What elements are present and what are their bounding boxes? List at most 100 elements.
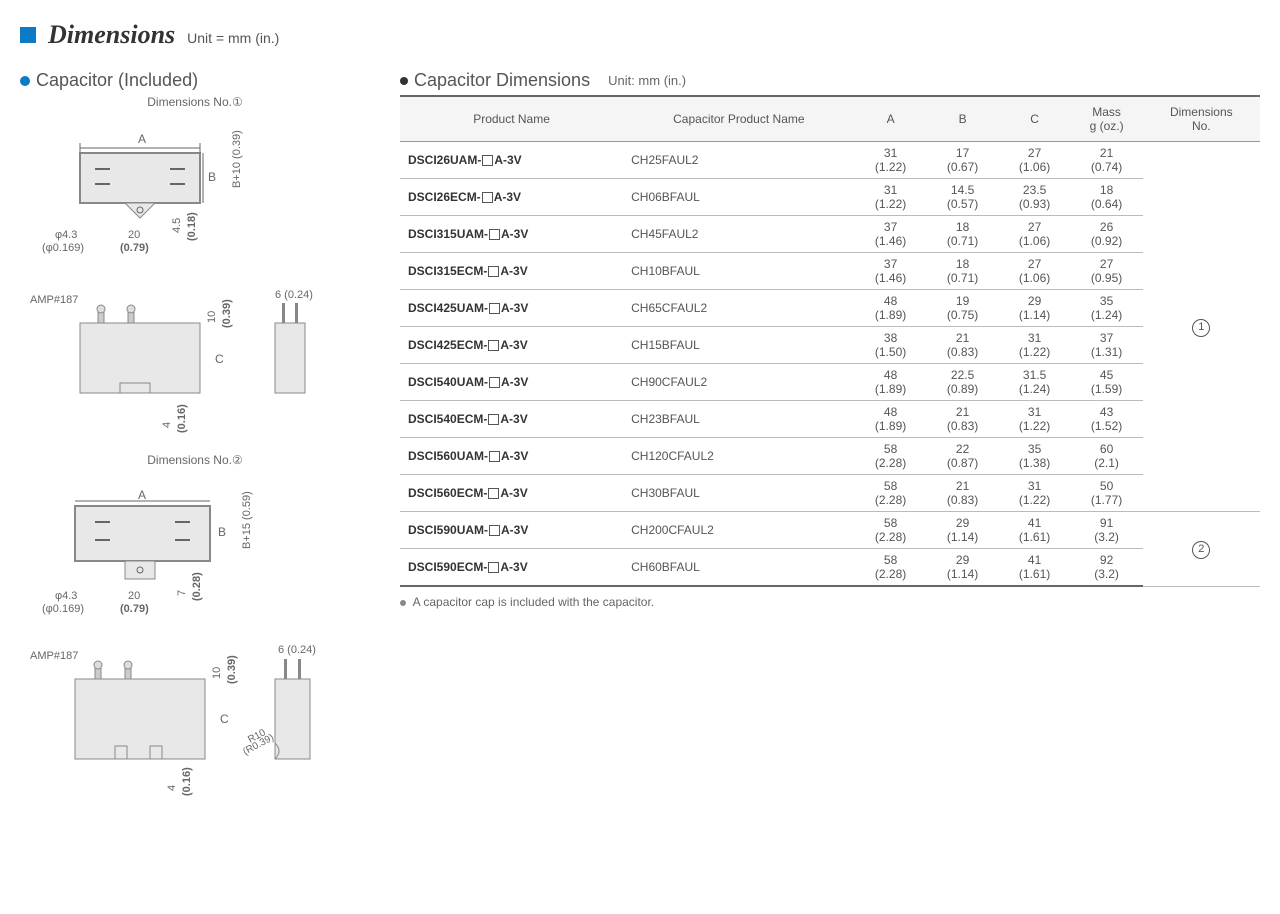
cell-a: 38(1.50) <box>855 327 927 364</box>
cell-cap: CH06BFAUL <box>623 179 854 216</box>
capacitor-dimensions-table: Product Name Capacitor Product Name A B … <box>400 95 1260 587</box>
cell-c: 31(1.22) <box>999 401 1071 438</box>
svg-text:B: B <box>218 525 226 539</box>
dim2-label: Dimensions No.② <box>20 453 370 467</box>
drawing-2-top: A B B+15 (0.59) φ4.3 (φ0.169) 20 (0.79) … <box>20 471 340 621</box>
cell-a: 58(2.28) <box>855 549 927 587</box>
cell-product: DSCI540ECM-A-3V <box>400 401 623 438</box>
svg-text:AMP#187: AMP#187 <box>30 650 78 662</box>
cell-mass: 91(3.2) <box>1071 512 1143 549</box>
svg-text:(φ0.169): (φ0.169) <box>42 242 84 254</box>
cell-cap: CH120CFAUL2 <box>623 438 854 475</box>
cell-b: 29(1.14) <box>927 512 999 549</box>
svg-text:(0.16): (0.16) <box>181 767 193 796</box>
cell-c: 35(1.38) <box>999 438 1071 475</box>
svg-text:B+15 (0.59): B+15 (0.59) <box>241 491 253 549</box>
cell-a: 58(2.28) <box>855 475 927 512</box>
table-row: DSCI590UAM-A-3V CH200CFAUL2 58(2.28) 29(… <box>400 512 1260 549</box>
svg-text:20: 20 <box>128 590 140 602</box>
cell-c: 31.5(1.24) <box>999 364 1071 401</box>
right-column: Capacitor Dimensions Unit: mm (in.) Prod… <box>400 70 1260 821</box>
svg-text:10: 10 <box>211 667 223 679</box>
cell-mass: 35(1.24) <box>1071 290 1143 327</box>
blue-bullet-icon <box>20 76 30 86</box>
cell-c: 23.5(0.93) <box>999 179 1071 216</box>
cell-b: 22(0.87) <box>927 438 999 475</box>
cell-c: 29(1.14) <box>999 290 1071 327</box>
table-row: DSCI26UAM-A-3V CH25FAUL2 31(1.22) 17(0.6… <box>400 142 1260 179</box>
svg-text:(0.16): (0.16) <box>176 404 188 433</box>
cell-dim-no: 1 <box>1143 142 1260 512</box>
cell-mass: 50(1.77) <box>1071 475 1143 512</box>
left-column: Capacitor (Included) Dimensions No.① A B… <box>20 70 370 821</box>
table-row: DSCI26ECM-A-3V CH06BFAUL 31(1.22) 14.5(0… <box>400 179 1260 216</box>
cell-mass: 18(0.64) <box>1071 179 1143 216</box>
dim1-label: Dimensions No.① <box>20 95 370 109</box>
drawing-2-side: AMP#187 10 (0.39) C 6 (0.24) R10 (R0.39)… <box>20 631 340 811</box>
col-dim-no: DimensionsNo. <box>1143 96 1260 142</box>
cell-mass: 92(3.2) <box>1071 549 1143 587</box>
cell-b: 18(0.71) <box>927 253 999 290</box>
cell-cap: CH90CFAUL2 <box>623 364 854 401</box>
cell-a: 31(1.22) <box>855 179 927 216</box>
cell-a: 48(1.89) <box>855 364 927 401</box>
cell-b: 29(1.14) <box>927 549 999 587</box>
cell-cap: CH23BFAUL <box>623 401 854 438</box>
cell-mass: 26(0.92) <box>1071 216 1143 253</box>
cell-cap: CH25FAUL2 <box>623 142 854 179</box>
svg-text:6 (0.24): 6 (0.24) <box>275 289 313 301</box>
svg-text:4: 4 <box>166 785 178 791</box>
cell-b: 22.5(0.89) <box>927 364 999 401</box>
col-product: Product Name <box>400 96 623 142</box>
cell-mass: 27(0.95) <box>1071 253 1143 290</box>
table-header-row: Product Name Capacitor Product Name A B … <box>400 96 1260 142</box>
note-text: A capacitor cap is included with the cap… <box>413 595 654 609</box>
table-row: DSCI540UAM-A-3V CH90CFAUL2 48(1.89) 22.5… <box>400 364 1260 401</box>
cell-product: DSCI26ECM-A-3V <box>400 179 623 216</box>
cell-b: 21(0.83) <box>927 475 999 512</box>
table-row: DSCI315UAM-A-3V CH45FAUL2 37(1.46) 18(0.… <box>400 216 1260 253</box>
svg-text:(0.18): (0.18) <box>186 212 198 241</box>
cell-product: DSCI315ECM-A-3V <box>400 253 623 290</box>
table-row: DSCI560UAM-A-3V CH120CFAUL2 58(2.28) 22(… <box>400 438 1260 475</box>
cell-c: 31(1.22) <box>999 327 1071 364</box>
cell-c: 27(1.06) <box>999 142 1071 179</box>
svg-text:φ4.3: φ4.3 <box>55 590 77 602</box>
cell-cap: CH60BFAUL <box>623 549 854 587</box>
cell-product: DSCI315UAM-A-3V <box>400 216 623 253</box>
cell-cap: CH30BFAUL <box>623 475 854 512</box>
col-mass: Massg (oz.) <box>1071 96 1143 142</box>
cap-dim-title: Capacitor Dimensions <box>414 70 590 91</box>
cell-cap: CH10BFAUL <box>623 253 854 290</box>
svg-text:(φ0.169): (φ0.169) <box>42 603 84 615</box>
table-row: DSCI560ECM-A-3V CH30BFAUL 58(2.28) 21(0.… <box>400 475 1260 512</box>
svg-text:A: A <box>138 132 146 146</box>
page-title: Dimensions <box>48 20 175 50</box>
table-row: DSCI590ECM-A-3V CH60BFAUL 58(2.28) 29(1.… <box>400 549 1260 587</box>
col-cap-product: Capacitor Product Name <box>623 96 854 142</box>
table-row: DSCI315ECM-A-3V CH10BFAUL 37(1.46) 18(0.… <box>400 253 1260 290</box>
cell-b: 17(0.67) <box>927 142 999 179</box>
cell-cap: CH200CFAUL2 <box>623 512 854 549</box>
drawing-1-top: A B B+10 (0.39) φ4.3 (φ0.169) 20 (0.79) … <box>20 113 340 263</box>
drawing-1-side: AMP#187 10 (0.39) C 6 (0.24) 4 (0.16) <box>20 273 340 443</box>
cell-product: DSCI560UAM-A-3V <box>400 438 623 475</box>
svg-text:A: A <box>138 488 146 502</box>
cell-cap: CH15BFAUL <box>623 327 854 364</box>
col-b: B <box>927 96 999 142</box>
cell-product: DSCI540UAM-A-3V <box>400 364 623 401</box>
svg-text:(0.39): (0.39) <box>221 299 233 328</box>
cell-cap: CH45FAUL2 <box>623 216 854 253</box>
cell-a: 48(1.89) <box>855 401 927 438</box>
svg-text:10: 10 <box>206 311 218 323</box>
table-row: DSCI425ECM-A-3V CH15BFAUL 38(1.50) 21(0.… <box>400 327 1260 364</box>
cell-c: 31(1.22) <box>999 475 1071 512</box>
cell-a: 48(1.89) <box>855 290 927 327</box>
black-bullet-icon <box>400 77 408 85</box>
cell-product: DSCI425ECM-A-3V <box>400 327 623 364</box>
title-square-icon <box>20 27 36 43</box>
svg-text:C: C <box>215 352 224 366</box>
cell-product: DSCI560ECM-A-3V <box>400 475 623 512</box>
cell-mass: 37(1.31) <box>1071 327 1143 364</box>
page-header: Dimensions Unit = mm (in.) <box>20 20 1260 50</box>
